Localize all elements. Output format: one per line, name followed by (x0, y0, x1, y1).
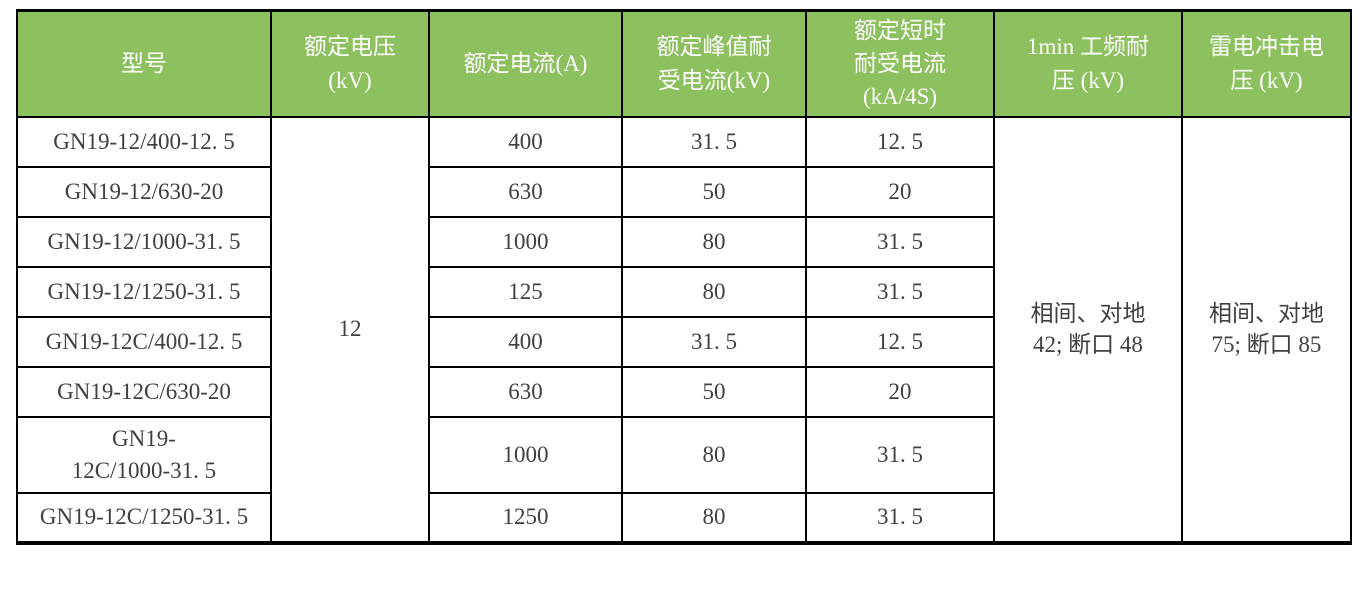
cell-current: 400 (428, 315, 623, 368)
cell-model: GN19-12C/400-12. 5 (16, 315, 272, 368)
cell-model: GN19-12C/630-20 (16, 365, 272, 418)
col-header-short-time: 额定短时 耐受电流 (kA/4S) (805, 9, 995, 118)
col-header-lightning-impulse: 雷电冲击电 压 (kV) (1181, 9, 1352, 118)
cell-short-time: 12. 5 (805, 115, 995, 168)
cell-short-time: 20 (805, 165, 995, 218)
table-header-row: 型号 额定电压 (kV) 额定电流(A) 额定峰值耐 受电流(kV) 额定短时 … (16, 9, 1352, 118)
cell-short-time: 31. 5 (805, 415, 995, 494)
table-row: GN19-12/630-20 630 50 20 (16, 165, 1351, 218)
table-row: GN19-12/1250-31. 5 125 80 31. 5 (16, 265, 1351, 318)
col-header-rated-current: 额定电流(A) (428, 9, 623, 118)
cell-current: 630 (428, 365, 623, 418)
table-row: GN19- 12C/1000-31. 5 1000 80 31. 5 (16, 415, 1351, 494)
cell-peak: 50 (621, 365, 807, 418)
cell-model: GN19- 12C/1000-31. 5 (16, 415, 272, 494)
cell-power-frequency: 相间、对地 42; 断口 48 (993, 115, 1183, 544)
cell-current: 1250 (428, 491, 623, 544)
table-row: GN19-12/400-12. 5 12 400 31. 5 12. 5 相间、… (16, 115, 1352, 544)
cell-peak: 31. 5 (621, 315, 807, 368)
cell-peak: 31. 5 (621, 115, 807, 168)
cell-peak: 80 (621, 265, 807, 318)
col-header-peak-withstand: 额定峰值耐 受电流(kV) (621, 9, 807, 118)
cell-peak: 80 (621, 215, 807, 268)
cell-short-time: 31. 5 (805, 265, 995, 318)
cell-model: GN19-12/400-12. 5 (16, 115, 272, 168)
cell-current: 630 (428, 165, 623, 218)
table-row: GN19-12C/630-20 630 50 20 (16, 365, 1351, 418)
cell-model: GN19-12C/1250-31. 5 (16, 491, 272, 544)
cell-peak: 80 (621, 415, 807, 494)
cell-peak: 80 (621, 491, 807, 544)
switch-spec-table: 型号 额定电压 (kV) 额定电流(A) 额定峰值耐 受电流(kV) 额定短时 … (16, 9, 1352, 545)
cell-short-time: 12. 5 (805, 315, 995, 368)
cell-model: GN19-12/1250-31. 5 (16, 265, 272, 318)
table-row: GN19-12C/1250-31. 5 1250 80 31. 5 (16, 491, 1351, 544)
col-header-power-frequency: 1min 工频耐 压 (kV) (993, 9, 1183, 118)
cell-model: GN19-12/630-20 (16, 165, 272, 218)
cell-model: GN19-12/1000-31. 5 (16, 215, 272, 268)
cell-lightning-impulse: 相间、对地 75; 断口 85 (1181, 115, 1352, 544)
cell-rated-voltage: 12 (270, 115, 430, 544)
cell-peak: 50 (621, 165, 807, 218)
cell-short-time: 31. 5 (805, 491, 995, 544)
cell-current: 400 (428, 115, 623, 168)
col-header-rated-voltage: 额定电压 (kV) (270, 9, 430, 118)
col-header-model: 型号 (16, 9, 272, 118)
cell-current: 125 (428, 265, 623, 318)
table-row: GN19-12/1000-31. 5 1000 80 31. 5 (16, 215, 1351, 268)
cell-current: 1000 (428, 415, 623, 494)
table-row: GN19-12C/400-12. 5 400 31. 5 12. 5 (16, 315, 1351, 368)
cell-short-time: 20 (805, 365, 995, 418)
cell-short-time: 31. 5 (805, 215, 995, 268)
cell-current: 1000 (428, 215, 623, 268)
